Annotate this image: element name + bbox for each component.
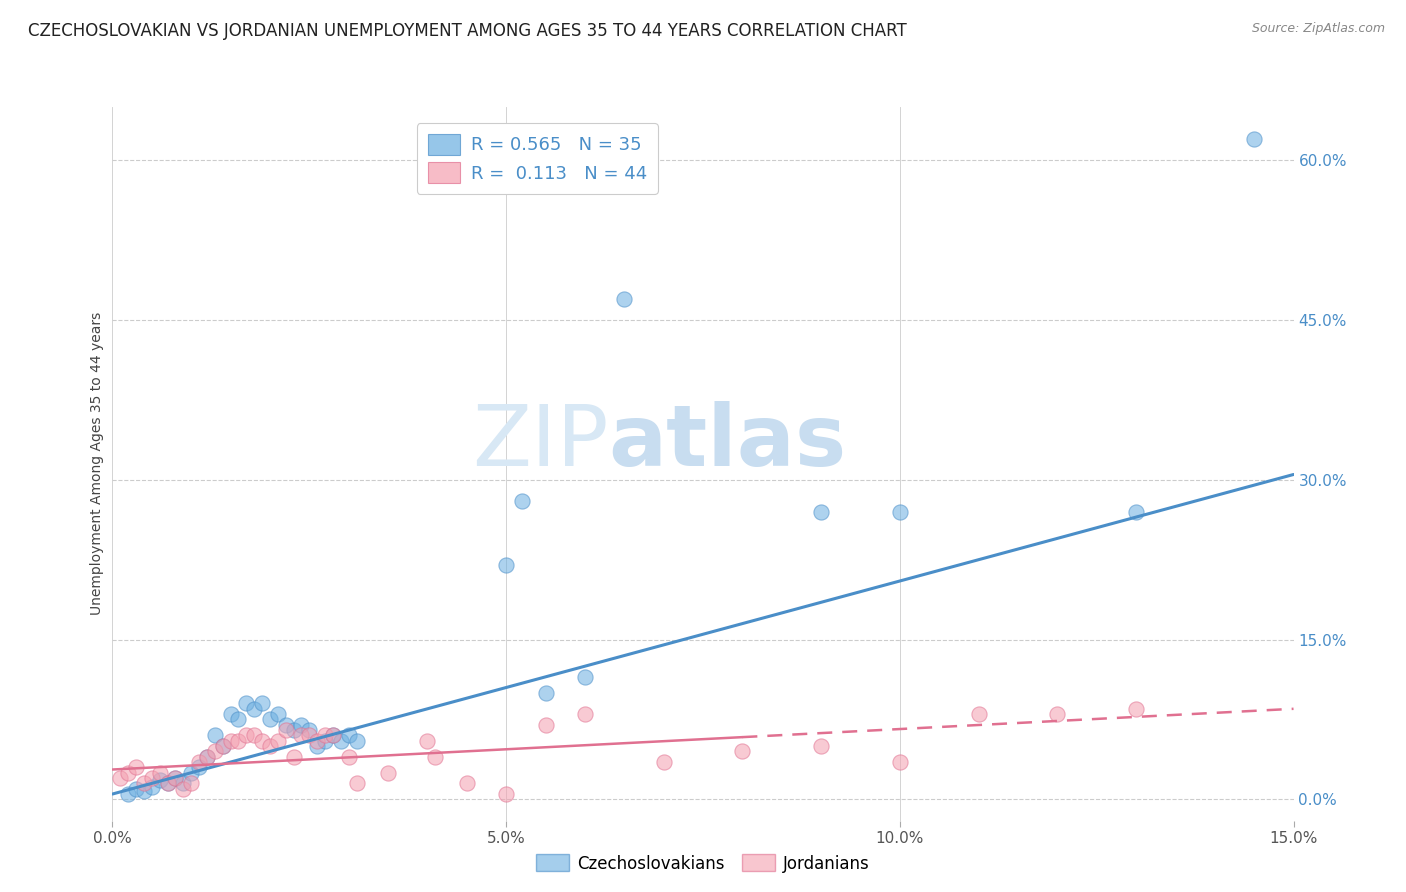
Point <box>172 781 194 796</box>
Text: CZECHOSLOVAKIAN VS JORDANIAN UNEMPLOYMENT AMONG AGES 35 TO 44 YEARS CORRELATION : CZECHOSLOVAKIAN VS JORDANIAN UNEMPLOYMEN… <box>28 22 907 40</box>
Point <box>228 733 250 747</box>
Point <box>283 723 305 738</box>
Point <box>125 760 148 774</box>
Point <box>1046 707 1069 722</box>
Point <box>204 728 226 742</box>
Point <box>574 670 596 684</box>
Point <box>165 771 187 785</box>
Point <box>416 733 439 747</box>
Point <box>125 781 148 796</box>
Point <box>172 776 194 790</box>
Point <box>228 713 250 727</box>
Point <box>235 728 257 742</box>
Text: ZIP: ZIP <box>472 401 609 484</box>
Point <box>889 755 911 769</box>
Point <box>211 739 233 753</box>
Point <box>377 765 399 780</box>
Point <box>180 765 202 780</box>
Point <box>243 702 266 716</box>
Point <box>495 787 517 801</box>
Point <box>180 776 202 790</box>
Point <box>165 771 187 785</box>
Point <box>149 765 172 780</box>
Point <box>195 749 218 764</box>
Point <box>889 505 911 519</box>
Point <box>314 728 336 742</box>
Point <box>495 558 517 572</box>
Point <box>117 765 139 780</box>
Point <box>149 773 172 788</box>
Text: Source: ZipAtlas.com: Source: ZipAtlas.com <box>1251 22 1385 36</box>
Point <box>425 749 447 764</box>
Point <box>1243 132 1265 146</box>
Point <box>274 723 297 738</box>
Point <box>274 718 297 732</box>
Point <box>250 733 273 747</box>
Point <box>337 749 360 764</box>
Point <box>967 707 990 722</box>
Point <box>613 292 636 306</box>
Point <box>534 718 557 732</box>
Point <box>810 739 832 753</box>
Point <box>132 776 155 790</box>
Point <box>195 749 218 764</box>
Point <box>283 749 305 764</box>
Point <box>1125 702 1147 716</box>
Point <box>117 787 139 801</box>
Point <box>132 784 155 798</box>
Legend: R = 0.565   N = 35, R =  0.113   N = 44: R = 0.565 N = 35, R = 0.113 N = 44 <box>416 123 658 194</box>
Point <box>250 697 273 711</box>
Point <box>219 707 242 722</box>
Text: atlas: atlas <box>609 401 846 484</box>
Point <box>211 739 233 753</box>
Point <box>314 733 336 747</box>
Point <box>346 733 368 747</box>
Point <box>156 776 179 790</box>
Point <box>267 707 290 722</box>
Point <box>346 776 368 790</box>
Point <box>510 494 533 508</box>
Point <box>337 728 360 742</box>
Y-axis label: Unemployment Among Ages 35 to 44 years: Unemployment Among Ages 35 to 44 years <box>90 312 104 615</box>
Point <box>329 733 352 747</box>
Point <box>188 760 211 774</box>
Point <box>290 728 312 742</box>
Point <box>243 728 266 742</box>
Point <box>298 728 321 742</box>
Point <box>110 771 132 785</box>
Point <box>298 723 321 738</box>
Point <box>322 728 344 742</box>
Point <box>307 739 329 753</box>
Point <box>156 776 179 790</box>
Point <box>290 718 312 732</box>
Point <box>810 505 832 519</box>
Point <box>204 744 226 758</box>
Point <box>141 780 163 794</box>
Point <box>652 755 675 769</box>
Point <box>731 744 754 758</box>
Point <box>267 733 290 747</box>
Point <box>188 755 211 769</box>
Point <box>534 686 557 700</box>
Point <box>219 733 242 747</box>
Point <box>259 739 281 753</box>
Point <box>1125 505 1147 519</box>
Point <box>574 707 596 722</box>
Point <box>235 697 257 711</box>
Point <box>456 776 478 790</box>
Point <box>322 728 344 742</box>
Point <box>307 733 329 747</box>
Point <box>259 713 281 727</box>
Legend: Czechoslovakians, Jordanians: Czechoslovakians, Jordanians <box>529 847 877 880</box>
Point <box>141 771 163 785</box>
